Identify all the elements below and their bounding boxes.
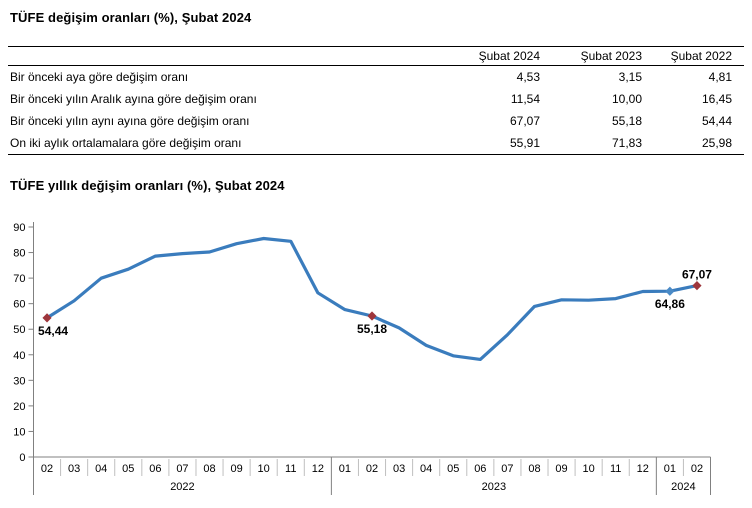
x-axis-month-label: 12 [637,463,649,475]
data-point-marker [692,280,702,291]
y-axis-tick-label: 20 [13,401,25,413]
y-axis-tick-label: 60 [13,299,25,311]
x-axis-month-label: 06 [474,463,486,475]
value-cell: 16,45 [701,92,732,106]
table-corner-cell [8,47,438,66]
x-axis-month-label: 03 [68,463,80,475]
x-axis-month-label: 02 [691,463,703,475]
table-row: Bir önceki yılın aynı ayına göre değişim… [8,110,744,132]
y-axis-tick-label: 90 [13,222,25,234]
chart-line [45,236,699,361]
value-cell: 55,91 [509,136,540,150]
value-cell: 10,00 [611,92,642,106]
table-row: On iki aylık ortalamalara göre değişim o… [8,132,744,155]
x-axis-month-label: 10 [583,463,595,475]
data-point-marker [665,286,675,296]
x-axis-month-label: 07 [501,463,513,475]
x-axis-year-label: 2023 [482,481,506,493]
x-axis-month-label: 02 [41,463,53,475]
x-axis-month-label: 08 [528,463,540,475]
row-label: Bir önceki aya göre değişim oranı [10,70,189,84]
x-axis-month-label: 12 [312,463,324,475]
table-header-row: Şubat 2024 Şubat 2023 Şubat 2022 [8,47,744,66]
row-label: Bir önceki yılın aynı ayına göre değişim… [10,114,250,128]
value-cell: 67,07 [509,114,540,128]
y-axis-tick-label: 30 [13,375,25,387]
x-axis-month-label: 11 [610,463,621,475]
value-cell: 54,44 [701,114,732,128]
x-axis-month-label: 01 [664,463,676,475]
table-title: TÜFE değişim oranları (%), Şubat 2024 [10,10,252,25]
x-axis-month-label: 03 [393,463,405,475]
value-cell: 4,81 [708,70,732,84]
table-column-header: Şubat 2023 [580,49,642,63]
x-axis-year-label: 2024 [671,481,695,493]
x-axis-month-label: 08 [203,463,215,475]
data-point-label: 55,18 [357,322,387,336]
data-point-marker [367,311,377,321]
x-axis-month-label: 11 [285,463,296,475]
y-axis-tick-label: 70 [13,273,25,285]
x-axis-month-label: 10 [258,463,270,475]
value-cell: 4,53 [516,70,540,84]
table-column-header: Şubat 2024 [478,49,540,63]
table-column-header: Şubat 2022 [670,49,732,63]
x-axis-month-label: 07 [176,463,188,475]
x-axis-month-label: 01 [339,463,351,475]
x-axis-month-label: 05 [447,463,459,475]
data-point-label: 64,86 [655,297,685,311]
tufe-table: Şubat 2024 Şubat 2023 Şubat 2022 Bir önc… [8,46,744,155]
value-cell: 11,54 [510,92,540,106]
table-row: Bir önceki yılın Aralık ayına göre değiş… [8,88,744,110]
data-point-label: 54,44 [38,324,68,338]
x-axis-month-label: 06 [149,463,161,475]
x-axis-month-label: 05 [122,463,134,475]
chart-title: TÜFE yıllık değişim oranları (%), Şubat … [10,178,285,193]
value-cell: 25,98 [701,136,732,150]
data-point-marker [42,313,52,323]
y-axis-tick-label: 10 [13,426,25,438]
value-cell: 3,15 [618,70,642,84]
x-axis-month-label: 04 [420,463,432,475]
value-cell: 71,83 [611,136,642,150]
y-axis-tick-label: 80 [13,248,25,260]
value-cell: 55,18 [611,114,642,128]
x-axis-month-label: 09 [230,463,242,475]
y-axis-tick-label: 0 [19,452,25,464]
x-axis-month-label: 09 [555,463,567,475]
row-label: On iki aylık ortalamalara göre değişim o… [10,136,242,150]
x-axis-month-label: 02 [366,463,378,475]
y-axis-tick-label: 40 [13,350,25,362]
table-row: Bir önceki aya göre değişim oranı 4,53 3… [8,66,744,89]
row-label: Bir önceki yılın Aralık ayına göre değiş… [10,92,257,106]
x-axis-year-label: 2022 [170,481,194,493]
data-point-label: 67,07 [682,268,712,282]
x-axis-month-label: 04 [95,463,107,475]
y-axis-tick-label: 50 [13,324,25,336]
